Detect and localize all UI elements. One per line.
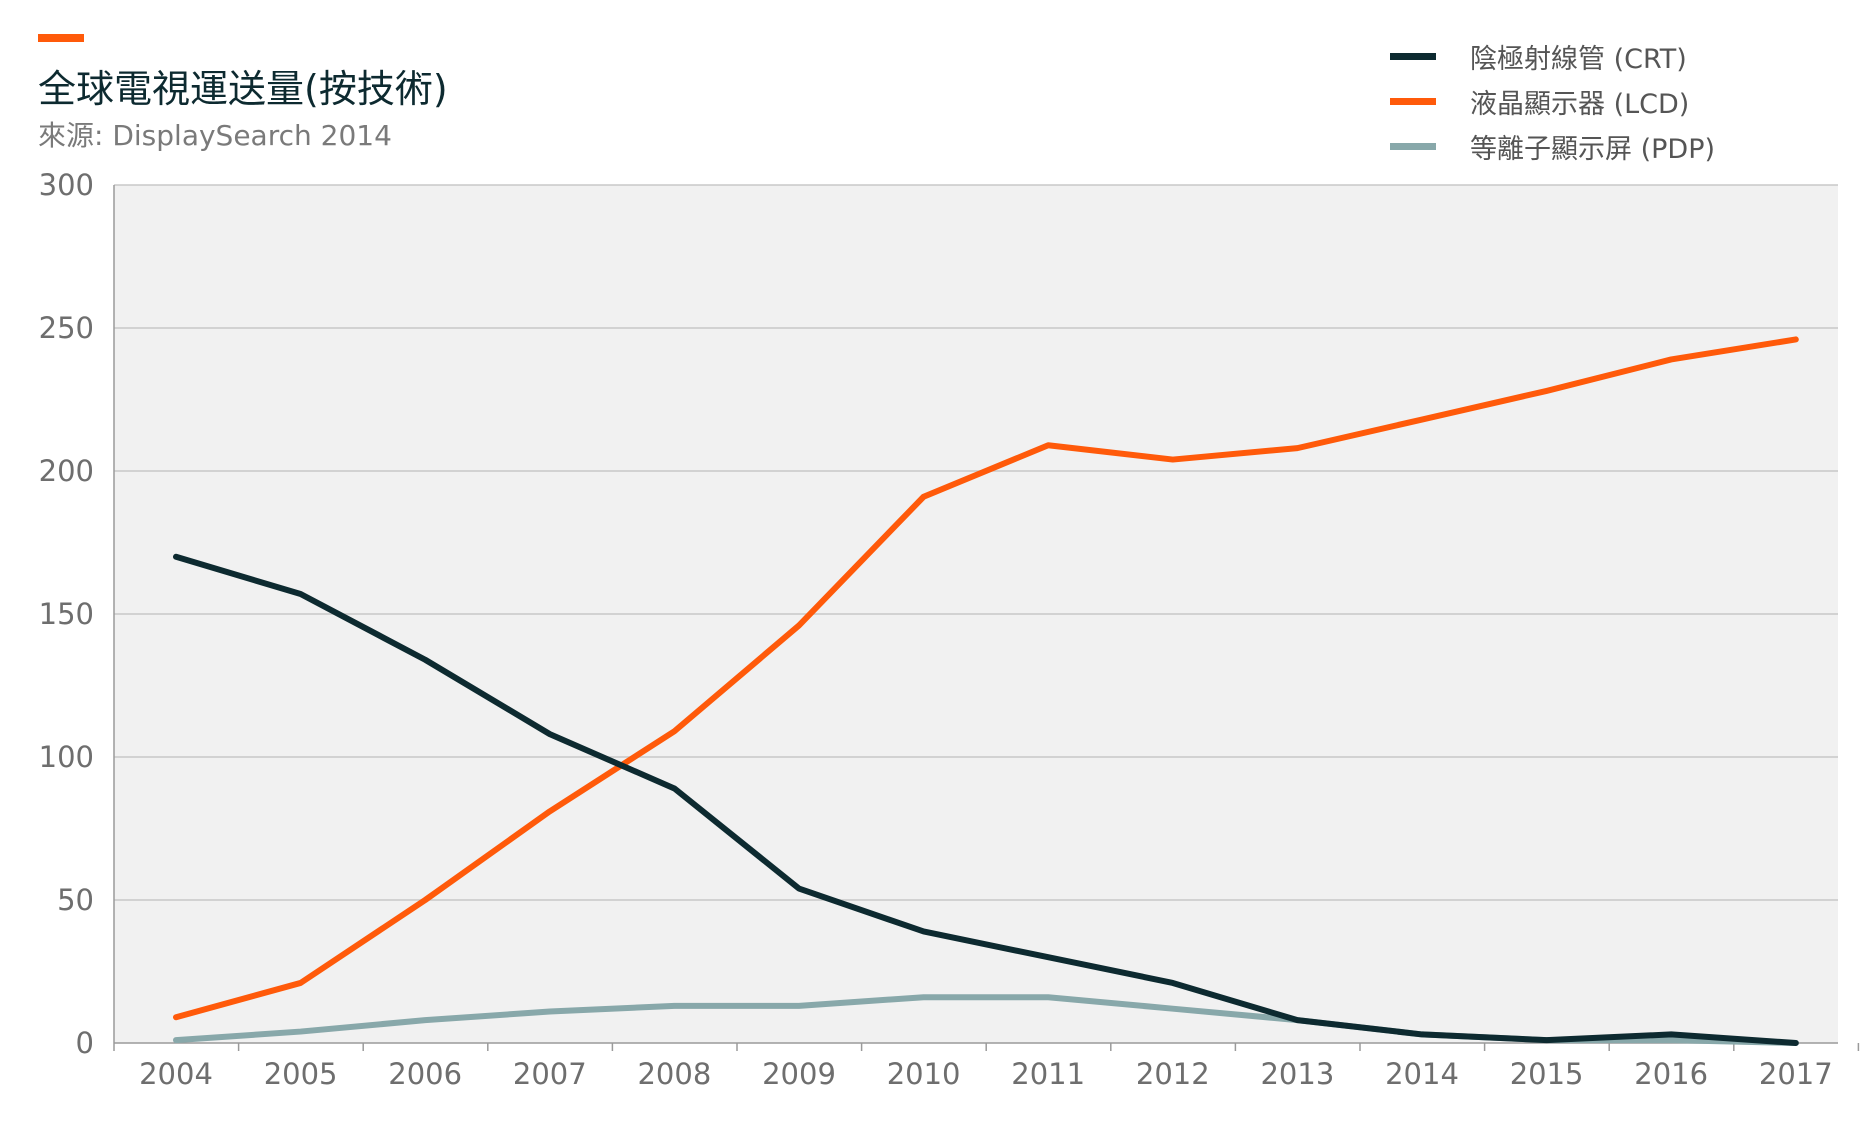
y-tick-label-100: 100 <box>39 740 94 774</box>
x-tick-label-2008: 2008 <box>637 1057 711 1091</box>
legend-item-pdp: 等離子顯示屏 (PDP) <box>1390 124 1715 169</box>
x-tick-label-2011: 2011 <box>1011 1057 1085 1091</box>
series-line-crt <box>173 553 1799 1046</box>
x-tick-label-2013: 2013 <box>1260 1057 1334 1091</box>
y-tick-label-200: 200 <box>39 454 94 488</box>
chart-title: 全球電視運送量(按技術) <box>38 67 448 111</box>
x-tick-label-2014: 2014 <box>1385 1057 1459 1091</box>
legend-swatch-crt <box>1390 53 1436 60</box>
legend-label-pdp: 等離子顯示屏 (PDP) <box>1470 134 1716 165</box>
title-accent-bar <box>38 34 84 42</box>
legend-item-lcd: 液晶顯示器 (LCD) <box>1390 79 1715 124</box>
x-tick-label-2012: 2012 <box>1136 1057 1210 1091</box>
y-tick-label-50: 50 <box>57 883 94 917</box>
y-tick-label-150: 150 <box>39 597 94 631</box>
legend-label-crt: 陰極射線管 (CRT) <box>1470 44 1687 75</box>
legend-label-lcd: 液晶顯示器 (LCD) <box>1470 89 1690 120</box>
y-tick-label-0: 0 <box>76 1026 94 1060</box>
legend-item-crt: 陰極射線管 (CRT) <box>1390 34 1715 79</box>
x-tick-label-2007: 2007 <box>513 1057 587 1091</box>
x-tick-label-2004: 2004 <box>139 1057 213 1091</box>
legend-swatch-lcd <box>1390 98 1436 105</box>
x-tick-label-2010: 2010 <box>887 1057 961 1091</box>
x-tick-label-2016: 2016 <box>1634 1057 1708 1091</box>
series-line-lcd <box>173 336 1799 1021</box>
chart-source: 來源: DisplaySearch 2014 <box>38 119 392 152</box>
y-tick-label-300: 300 <box>39 168 94 202</box>
y-tick-label-250: 250 <box>39 311 94 345</box>
legend-swatch-pdp <box>1390 143 1436 150</box>
x-tick-label-2006: 2006 <box>388 1057 462 1091</box>
x-tick-label-2009: 2009 <box>762 1057 836 1091</box>
legend: 陰極射線管 (CRT) 液晶顯示器 (LCD) 等離子顯示屏 (PDP) <box>1390 34 1715 169</box>
x-tick-label-2017: 2017 <box>1759 1057 1833 1091</box>
x-tick-label-2005: 2005 <box>264 1057 338 1091</box>
x-tick-label-2015: 2015 <box>1510 1057 1584 1091</box>
